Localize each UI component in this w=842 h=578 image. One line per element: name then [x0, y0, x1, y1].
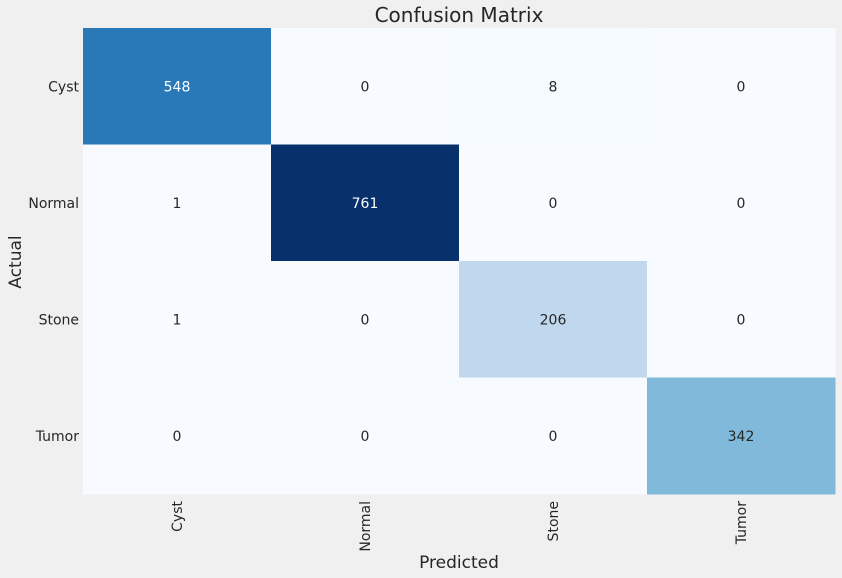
- x-tick-labels: Cyst Normal Stone Tumor: [170, 500, 750, 551]
- x-tick-label: Normal: [358, 501, 374, 552]
- cell-value-label: 8: [549, 79, 558, 95]
- x-tick-label: Stone: [546, 501, 562, 541]
- heatmap-cell-tumor-cyst: [83, 377, 272, 495]
- heatmap-cell-normal-normal: [271, 144, 460, 262]
- heatmap-cell-cyst-cyst: [83, 28, 272, 145]
- heatmap-cell-tumor-normal: [271, 377, 460, 495]
- heatmap-cell-tumor-stone: [459, 377, 648, 495]
- x-tick-label: Tumor: [734, 501, 750, 546]
- y-tick-label: Cyst: [48, 79, 79, 95]
- heatmap-cell-stone-normal: [271, 261, 460, 378]
- cell-value-label: 0: [549, 429, 558, 445]
- x-tick-label: Cyst: [170, 500, 186, 531]
- cell-value-label: 0: [361, 429, 370, 445]
- heatmap-cell-stone-stone: [459, 261, 648, 378]
- y-tick-label: Stone: [39, 312, 79, 328]
- heatmap-cell-cyst-stone: [459, 28, 648, 145]
- heatmap-cell-stone-tumor: [647, 261, 836, 378]
- cell-value-label: 0: [737, 312, 746, 328]
- y-axis-label: Actual: [6, 235, 26, 288]
- heatmap-cells: 548 0 8 0 1 761 0 0 1 0 206 0 0 0 0 342: [83, 28, 836, 495]
- cell-value-label: 761: [352, 196, 379, 212]
- y-tick-label: Normal: [28, 196, 79, 212]
- x-axis-label: Predicted: [419, 553, 499, 573]
- cell-value-label: 1: [173, 196, 182, 212]
- heatmap-cell-normal-stone: [459, 144, 648, 262]
- cell-value-label: 0: [173, 429, 182, 445]
- cell-value-label: 0: [737, 79, 746, 95]
- cell-value-label: 342: [728, 429, 755, 445]
- cell-value-label: 0: [361, 79, 370, 95]
- heatmap-cell-normal-tumor: [647, 144, 836, 262]
- cell-value-label: 548: [164, 79, 191, 95]
- chart-title: Confusion Matrix: [375, 3, 544, 27]
- y-tick-labels: Cyst Normal Stone Tumor: [28, 79, 79, 445]
- cell-value-label: 206: [540, 312, 567, 328]
- cell-value-label: 0: [737, 196, 746, 212]
- cell-value-label: 0: [549, 196, 558, 212]
- heatmap-cell-stone-cyst: [83, 261, 272, 378]
- heatmap-cell-cyst-normal: [271, 28, 460, 145]
- heatmap-cell-cyst-tumor: [647, 28, 836, 145]
- cell-value-label: 1: [173, 312, 182, 328]
- y-tick-label: Tumor: [35, 429, 80, 445]
- heatmap-cell-normal-cyst: [83, 144, 272, 262]
- cell-value-label: 0: [361, 312, 370, 328]
- heatmap-cell-tumor-tumor: [647, 377, 836, 495]
